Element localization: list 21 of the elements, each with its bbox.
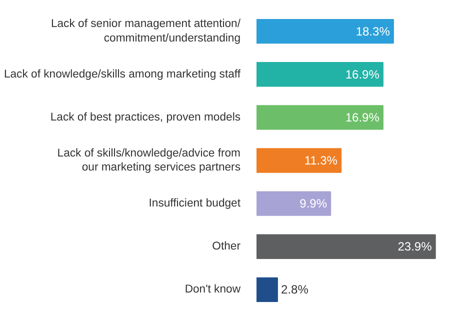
data-label: 2.8% bbox=[281, 282, 309, 297]
bar bbox=[256, 277, 278, 302]
data-label: 9.9% bbox=[300, 196, 328, 211]
bar bbox=[256, 18, 394, 44]
y-tick-label: Lack of knowledge/skills among marketing staff bbox=[4, 68, 242, 80]
y-tick-label: Lack of best practices, proven models bbox=[50, 111, 241, 124]
y-tick-label: Insufficient budget bbox=[148, 198, 242, 210]
y-tick-label: Lack of skills/knowledge/advice from our marketing services partners bbox=[57, 147, 241, 174]
y-tick-label: Lack of senior management attention/ commitment/understanding bbox=[50, 18, 242, 45]
bar bbox=[256, 62, 384, 87]
bar bbox=[256, 191, 332, 216]
data-label: 16.9% bbox=[345, 110, 380, 124]
data-label: 23.9% bbox=[398, 240, 432, 254]
data-label: 18.3% bbox=[356, 24, 390, 38]
bar bbox=[256, 148, 342, 173]
bar bbox=[256, 105, 384, 130]
bar bbox=[256, 234, 436, 259]
data-label: 16.9% bbox=[345, 67, 380, 82]
data-label: 11.3% bbox=[304, 154, 338, 168]
y-tick-label: Don't know bbox=[184, 284, 242, 296]
y-tick-label: Other bbox=[212, 240, 241, 253]
